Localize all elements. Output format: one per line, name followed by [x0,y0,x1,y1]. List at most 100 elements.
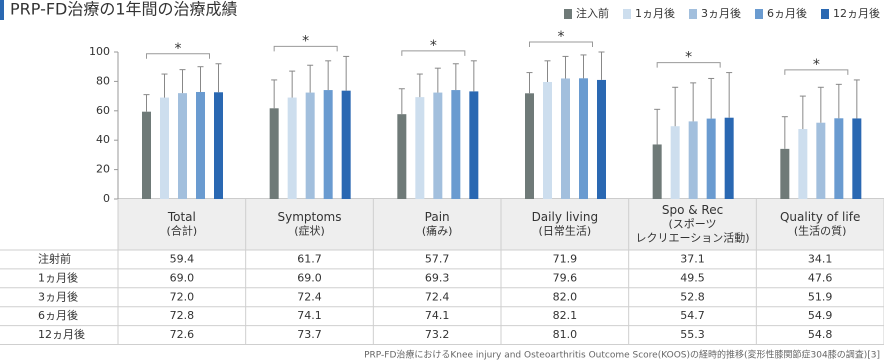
x-tick-label: Symptoms [277,210,341,224]
bar [579,78,588,199]
bar [597,79,606,199]
y-tick-label: 40 [96,133,110,146]
bar [341,90,351,199]
y-tick-label: 60 [96,104,110,117]
legend-label: 3ヵ月後 [701,6,741,20]
bar [652,144,662,199]
bar [724,117,734,199]
legend-label: 1ヵ月後 [635,6,675,20]
bar [451,90,461,199]
significance-bracket [273,45,338,52]
legend-label: 注入前 [576,6,609,20]
significance-bracket [656,62,721,68]
bar [670,126,680,199]
x-tick-label: Pain [425,210,450,224]
bar [160,97,169,199]
bar [834,118,844,199]
bar [178,93,187,199]
bar [305,92,315,199]
table-cell: 55.3 [680,328,705,341]
x-tick-label: Quality of life [780,210,860,224]
table-cell: 72.4 [425,290,450,303]
table-cell: 69.3 [425,271,450,284]
bar [415,97,425,199]
significance-bracket [529,41,593,47]
table-cell: 73.2 [425,328,450,341]
bar [469,91,479,199]
x-tick-note: (日常生活) [539,224,592,238]
y-tick-label: 80 [96,74,110,87]
legend-label: 6ヵ月後 [767,6,807,20]
table-cell: 72.6 [170,328,195,341]
significance-mark: * [685,50,692,66]
title-accent [0,0,4,20]
legend-swatch [564,9,572,19]
table-cell: 34.1 [808,252,833,265]
x-tick-note: (生活の質) [794,224,847,238]
x-tick-note: (症状) [294,224,325,238]
bar [816,122,826,199]
x-tick-note: (合計) [167,224,198,238]
table-cell: 51.9 [808,290,833,303]
bar [688,121,698,199]
table-cell: 47.6 [808,271,833,284]
table-cell: 59.4 [170,252,195,265]
table-cell: 37.1 [680,252,705,265]
bar [196,91,205,199]
legend-swatch [689,9,697,19]
legend-swatch [755,9,763,19]
significance-bracket [146,53,210,59]
y-tick-label: 100 [89,45,110,58]
bar [543,81,552,199]
table-cell: 81.0 [553,328,578,341]
bar [798,129,808,199]
table-cell: 54.7 [680,309,705,322]
bar [323,90,333,199]
x-tick-note: レクリエーション活動) [635,231,749,245]
x-tick-label: Total [167,210,196,224]
bar [214,92,223,199]
legend-swatch [821,9,829,19]
table-cell: 54.9 [808,309,833,322]
bar [525,93,534,199]
row-label: 注射前 [38,251,71,265]
footnote: PRP-FD治療におけるKnee injury and Osteoarthrit… [364,349,880,361]
bar [852,118,862,199]
x-tick-label: Daily living [532,210,599,224]
x-tick-note: (スポーツ [668,218,716,231]
legend-swatch [623,9,631,19]
table-cell: 69.0 [297,271,322,284]
table-cell: 57.7 [425,252,450,265]
table-cell: 72.4 [297,290,322,303]
significance-mark: * [302,33,309,49]
table-cell: 54.8 [808,328,833,341]
bar [561,78,570,199]
table-cell: 79.6 [553,271,578,284]
bar [433,92,443,199]
significance-mark: * [175,41,182,57]
table-cell: 74.1 [297,309,322,322]
y-tick-label: 20 [96,163,110,176]
table-cell: 74.1 [425,309,450,322]
x-tick-note: (痛み) [422,224,453,238]
bar [269,108,279,199]
row-label: 1ヵ月後 [38,270,78,284]
significance-bracket [401,50,466,56]
bar [706,118,716,199]
legend-label: 12ヵ月後 [833,6,880,20]
table-cell: 73.7 [297,328,322,341]
table-cell: 82.1 [553,309,578,322]
chart-title: PRP-FD治療の1年間の治療成績 [10,0,238,19]
table-cell: 69.0 [170,271,195,284]
table-cell: 72.0 [170,290,195,303]
significance-mark: * [558,29,565,45]
table-cell: 49.5 [680,271,705,284]
significance-mark: * [430,38,437,54]
row-label: 12ヵ月後 [38,327,85,341]
row-label: 3ヵ月後 [38,289,78,303]
table-cell: 52.8 [680,290,705,303]
row-label: 6ヵ月後 [38,308,78,322]
bar [287,97,297,199]
bar [780,148,790,199]
